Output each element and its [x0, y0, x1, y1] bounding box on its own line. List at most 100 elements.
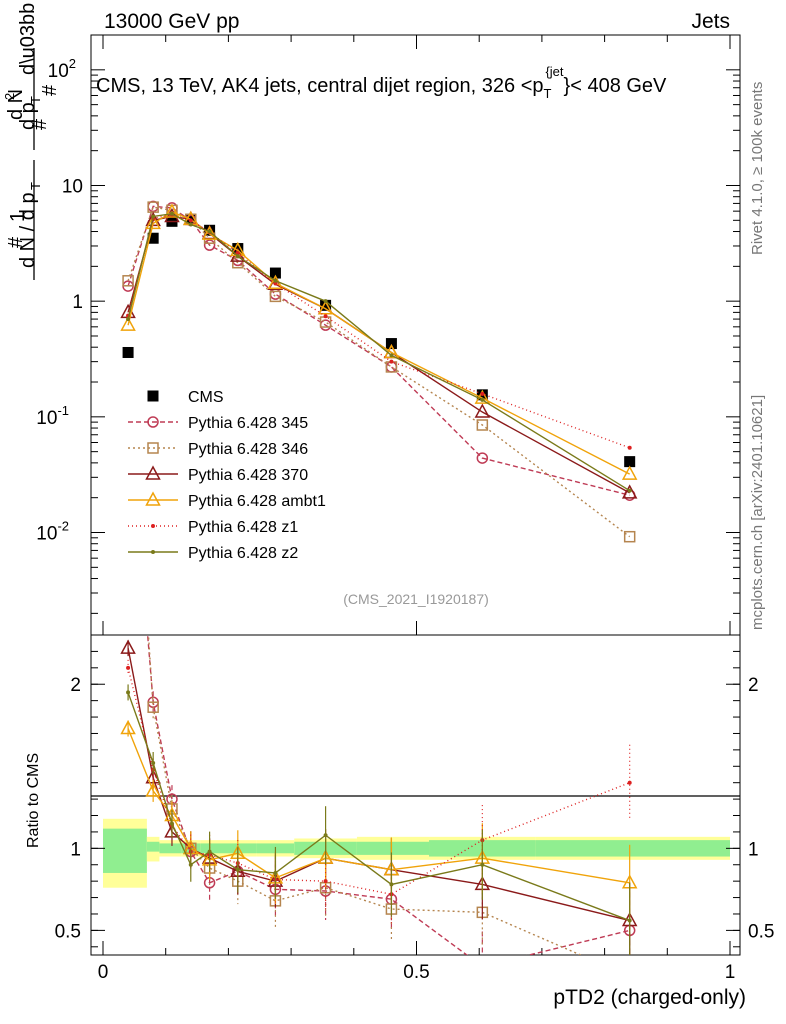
data-point-pythia-6-428-z2: [389, 353, 394, 358]
data-point-pythia-6-428-z1: [627, 445, 632, 450]
data-point-pythia-6-428-z1: [323, 314, 328, 319]
data-point-pythia-6-428-ambt1: [474, 389, 491, 404]
data-point-pythia-6-428-345: [203, 239, 216, 251]
data-point-cms: [122, 346, 134, 358]
data-point-pythia-6-428-ambt1: [164, 203, 180, 218]
ratio-y-tick-label: 2: [70, 675, 81, 696]
data-point-cms: [320, 299, 332, 311]
legend-item-pythia-6-428-370: Pythia 6.428 370: [128, 465, 308, 484]
data-point-pythia-6-428-z2: [235, 254, 240, 259]
header-left: 13000 GeV pp: [104, 10, 239, 33]
data-point-pythia-6-428-346: [122, 275, 134, 287]
ratio-point-pythia-6-428-z2: [480, 862, 485, 867]
data-point-pythia-6-428-ambt1: [120, 316, 136, 331]
legend-label: CMS: [188, 389, 224, 406]
ratio-point-pythia-6-428-z2: [151, 761, 156, 765]
data-point-pythia-6-428-ambt1: [201, 225, 218, 240]
ratio-point-pythia-6-428-z2: [323, 833, 328, 838]
data-point-pythia-6-428-z2: [627, 488, 632, 493]
legend-label: Pythia 6.428 370: [188, 467, 308, 484]
data-point-pythia-6-428-z2: [188, 222, 193, 227]
ratio-point-pythia-6-428-346: [147, 701, 159, 713]
main-series-layer: [120, 200, 638, 543]
ratio-point-pythia-6-428-346: [625, 971, 635, 981]
ratio-y-axis-title: Ratio to CMS: [25, 753, 42, 848]
y-tick-label: 10-1: [36, 403, 69, 429]
legend-label: Pythia 6.428 346: [188, 441, 308, 458]
data-point-pythia-6-428-346: [623, 530, 636, 543]
legend-marker: [145, 465, 161, 480]
legend-marker: [151, 550, 155, 554]
data-point-pythia-6-428-z1: [480, 391, 485, 396]
ratio-y-tick-label: 0.5: [55, 921, 81, 942]
ratio-point-pythia-6-428-z2: [627, 918, 632, 923]
data-point-pythia-6-428-ambt1: [145, 214, 161, 230]
ratio-point-pythia-6-428-ambt1: [120, 719, 136, 735]
ratio-band-inner: [535, 840, 730, 857]
data-point-pythia-6-428-ambt1: [317, 300, 334, 315]
legend-item-pythia-6-428-346: Pythia 6.428 346: [128, 441, 308, 458]
ratio-series-pythia-6-428-370: [120, 639, 638, 955]
ratio-line-pythia-6-428-z2: [127, 692, 630, 922]
legend-item-pythia-6-428-z1: Pythia 6.428 z1: [128, 519, 298, 536]
legend-label: Pythia 6.428 ambt1: [188, 493, 326, 510]
data-point-cms: [624, 456, 636, 468]
y-tick-label: 1: [72, 292, 83, 313]
data-point-cms: [269, 267, 281, 279]
svg-text:d\u03bb: d\u03bb: [17, 3, 39, 75]
legend-marker: [147, 390, 159, 402]
ratio-point-pythia-6-428-z1: [323, 879, 328, 884]
data-point-pythia-6-428-z2: [151, 214, 156, 219]
ratio-line-pythia-6-428-z1: [127, 667, 630, 896]
data-point-cms: [385, 338, 397, 350]
ratio-band-inner: [159, 843, 182, 854]
series-pythia-6-428-z2: [126, 211, 632, 493]
series-line-pythia-6-428-z1: [127, 213, 630, 449]
svg-text:d N: d N: [5, 89, 27, 120]
data-point-pythia-6-428-z1: [389, 359, 394, 364]
ratio-band-inner: [103, 828, 147, 873]
svg-text:#: #: [5, 236, 27, 248]
data-point-pythia-6-428-z1: [188, 218, 193, 223]
ratio-y-tick-label-right: 0.5: [748, 921, 774, 942]
ratio-point-pythia-6-428-345: [123, 392, 133, 402]
y-tick-label: 10: [62, 176, 83, 197]
svg-text:#: #: [39, 84, 61, 96]
ratio-line-pythia-6-428-345: [146, 635, 630, 955]
data-point-pythia-6-428-z2: [323, 299, 328, 304]
data-point-pythia-6-428-z1: [235, 251, 240, 256]
y-tick-label: 10-2: [36, 519, 69, 545]
ratio-point-pythia-6-428-370: [120, 639, 136, 654]
svg-text:d N / d p: d N / d p: [17, 192, 39, 268]
ratio-point-pythia-6-428-z1: [627, 780, 632, 785]
legend-item-pythia-6-428-345: Pythia 6.428 345: [128, 415, 308, 432]
analysis-tag: (CMS_2021_I1920187): [343, 591, 489, 607]
x-tick-label: 0: [98, 962, 109, 983]
axis-ticks: 10-2 10-1 1 10 102 0.5 0.5 1 1 2 2 0 0.5 1: [36, 34, 774, 983]
x-tick-label: 1: [725, 962, 736, 983]
series-line-pythia-6-428-346: [127, 206, 631, 538]
x-tick-label: 0.5: [403, 962, 429, 983]
ratio-point-pythia-6-428-z2: [235, 867, 240, 872]
header-right: Jets: [691, 10, 730, 33]
ratio-point-pythia-6-428-ambt1: [145, 782, 161, 797]
legend-marker: [145, 491, 161, 506]
ratio-point-pythia-6-428-z2: [126, 690, 131, 695]
svg-text:T: T: [28, 96, 43, 104]
y-tick-label: 102: [48, 56, 76, 82]
legend-label: Pythia 6.428 345: [188, 415, 308, 432]
data-point-pythia-6-428-z2: [480, 397, 485, 402]
x-axis-title: pTD2 (charged-only): [553, 986, 746, 1009]
data-point-pythia-6-428-345: [476, 452, 489, 464]
data-point-pythia-6-428-z1: [273, 281, 278, 286]
legend-marker: [147, 442, 159, 454]
data-point-pythia-6-428-z2: [273, 278, 278, 283]
ratio-point-pythia-6-428-z2: [389, 882, 394, 887]
svg-text:T: T: [28, 182, 43, 190]
series-line-pythia-6-428-ambt1: [127, 211, 631, 475]
legend: CMS Pythia 6.428 345 Pythia 6.428 346 Pythi…: [128, 389, 326, 562]
data-point-pythia-6-428-346: [269, 290, 282, 303]
legend-marker: [151, 524, 155, 528]
ratio-point-pythia-6-428-z2: [188, 862, 193, 867]
data-point-pythia-6-428-z2: [126, 317, 131, 322]
